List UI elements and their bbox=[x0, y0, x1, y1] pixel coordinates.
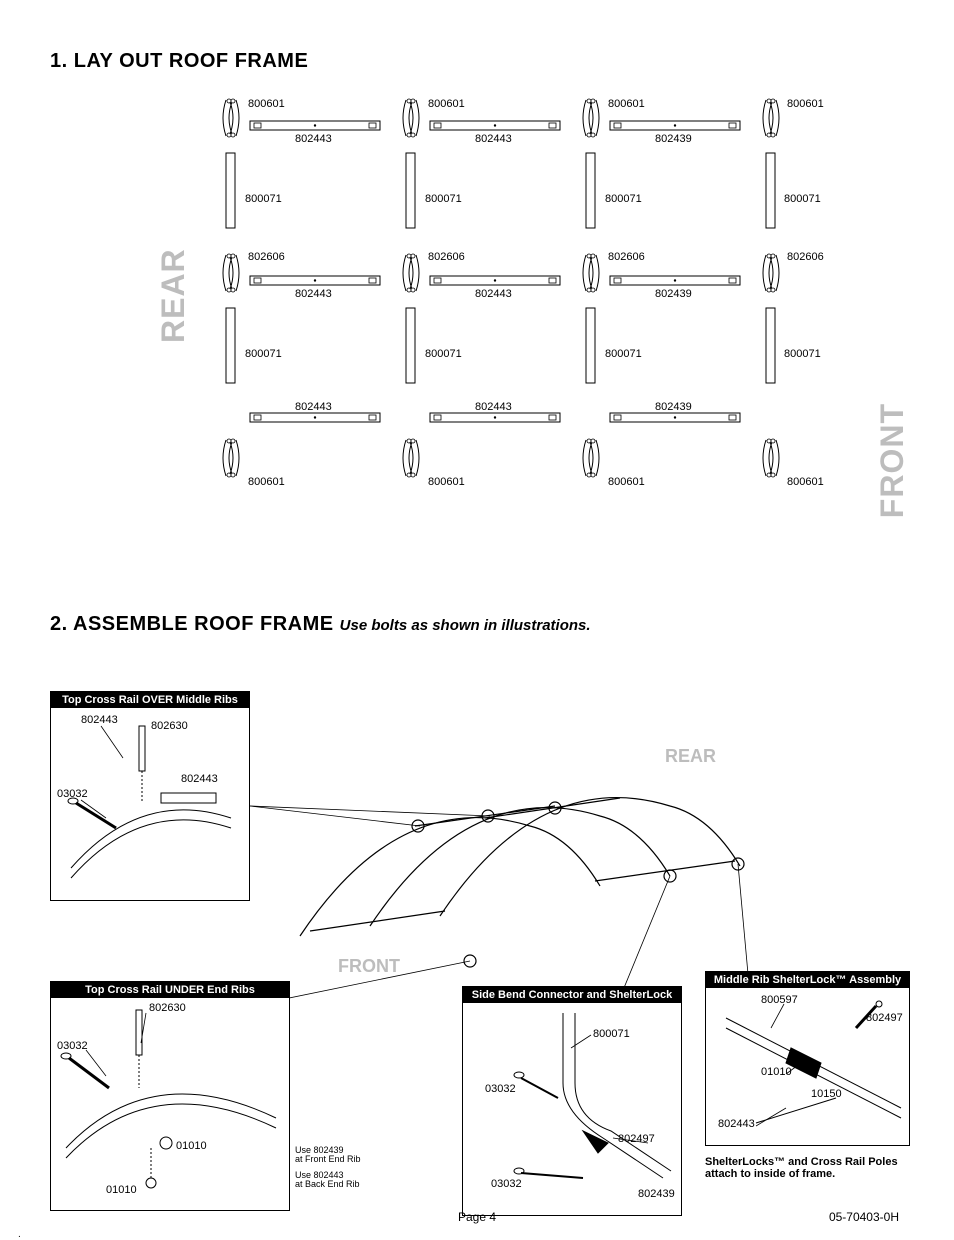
lbl-800601: 800601 bbox=[787, 98, 824, 110]
layout-svg bbox=[180, 93, 940, 533]
lbl-800601: 800601 bbox=[608, 98, 645, 110]
lbl-800601: 800601 bbox=[248, 98, 285, 110]
callout-c-hdr: Side Bend Connector and ShelterLock bbox=[463, 987, 681, 1003]
section2-area: FRONT REAR Top Cross Rail OVER Middle Ri… bbox=[50, 706, 904, 1226]
front-label-2: FRONT bbox=[338, 956, 400, 977]
lbl-802439: 802439 bbox=[655, 133, 692, 145]
callout-c: Side Bend Connector and ShelterLock 8000… bbox=[462, 986, 682, 1216]
lbl-800071: 800071 bbox=[784, 348, 821, 360]
section1-diagram: REAR FRONT bbox=[50, 93, 904, 553]
note2: Use 802443 at Back End Rib bbox=[295, 1171, 361, 1190]
lbl-800071: 800071 bbox=[605, 193, 642, 205]
callout-b-notes: Use 802439 at Front End Rib Use 802443 a… bbox=[295, 1146, 361, 1190]
lbl-800601: 800601 bbox=[428, 98, 465, 110]
lbl-800071: 800071 bbox=[245, 348, 282, 360]
callout-d-note: ShelterLocks™ and Cross Rail Poles attac… bbox=[705, 1156, 910, 1180]
callout-b: Top Cross Rail UNDER End Ribs bbox=[50, 981, 290, 1211]
lbl-802443: 802443 bbox=[475, 288, 512, 300]
lbl-802439: 802439 bbox=[655, 401, 692, 413]
lbl-802606: 802606 bbox=[248, 251, 285, 263]
lbl-800071: 800071 bbox=[605, 348, 642, 360]
lbl-802443: 802443 bbox=[295, 288, 332, 300]
section2-subtitle: Use bolts as shown in illustrations. bbox=[340, 617, 591, 634]
callout-d: Middle Rib ShelterLock™ Assembly 800597 … bbox=[705, 971, 910, 1146]
lbl-802443: 802443 bbox=[295, 401, 332, 413]
lbl-802443: 802443 bbox=[295, 133, 332, 145]
lbl-800601: 800601 bbox=[608, 476, 645, 488]
lbl-802443: 802443 bbox=[475, 133, 512, 145]
lbl-802443: 802443 bbox=[475, 401, 512, 413]
section1-title: 1. LAY OUT ROOF FRAME bbox=[50, 50, 904, 73]
lbl-800601: 800601 bbox=[787, 476, 824, 488]
callout-d-hdr: Middle Rib ShelterLock™ Assembly bbox=[706, 972, 909, 988]
lbl-800071: 800071 bbox=[784, 193, 821, 205]
callout-a: Top Cross Rail OVER Middle Ribs 802443 bbox=[50, 691, 250, 901]
lbl-800071: 800071 bbox=[425, 193, 462, 205]
lbl-800601: 800601 bbox=[248, 476, 285, 488]
lbl-802606: 802606 bbox=[608, 251, 645, 263]
page-number: Page 4 bbox=[458, 1210, 496, 1224]
lbl-802439: 802439 bbox=[655, 288, 692, 300]
doc-number: 05-70403-0H bbox=[829, 1210, 899, 1224]
lbl-800071: 800071 bbox=[245, 193, 282, 205]
rear-label-2: REAR bbox=[665, 746, 716, 767]
lbl-800601: 800601 bbox=[428, 476, 465, 488]
lbl-800071: 800071 bbox=[425, 348, 462, 360]
callout-b-hdr: Top Cross Rail UNDER End Ribs bbox=[51, 982, 289, 998]
callout-a-hdr: Top Cross Rail OVER Middle Ribs bbox=[51, 692, 249, 708]
note1: Use 802439 at Front End Rib bbox=[295, 1146, 361, 1165]
lbl-802606: 802606 bbox=[428, 251, 465, 263]
lbl-802606: 802606 bbox=[787, 251, 824, 263]
section2-title-text: 2. ASSEMBLE ROOF FRAME bbox=[50, 613, 334, 635]
section2-title: 2. ASSEMBLE ROOF FRAME Use bolts as show… bbox=[50, 613, 904, 636]
